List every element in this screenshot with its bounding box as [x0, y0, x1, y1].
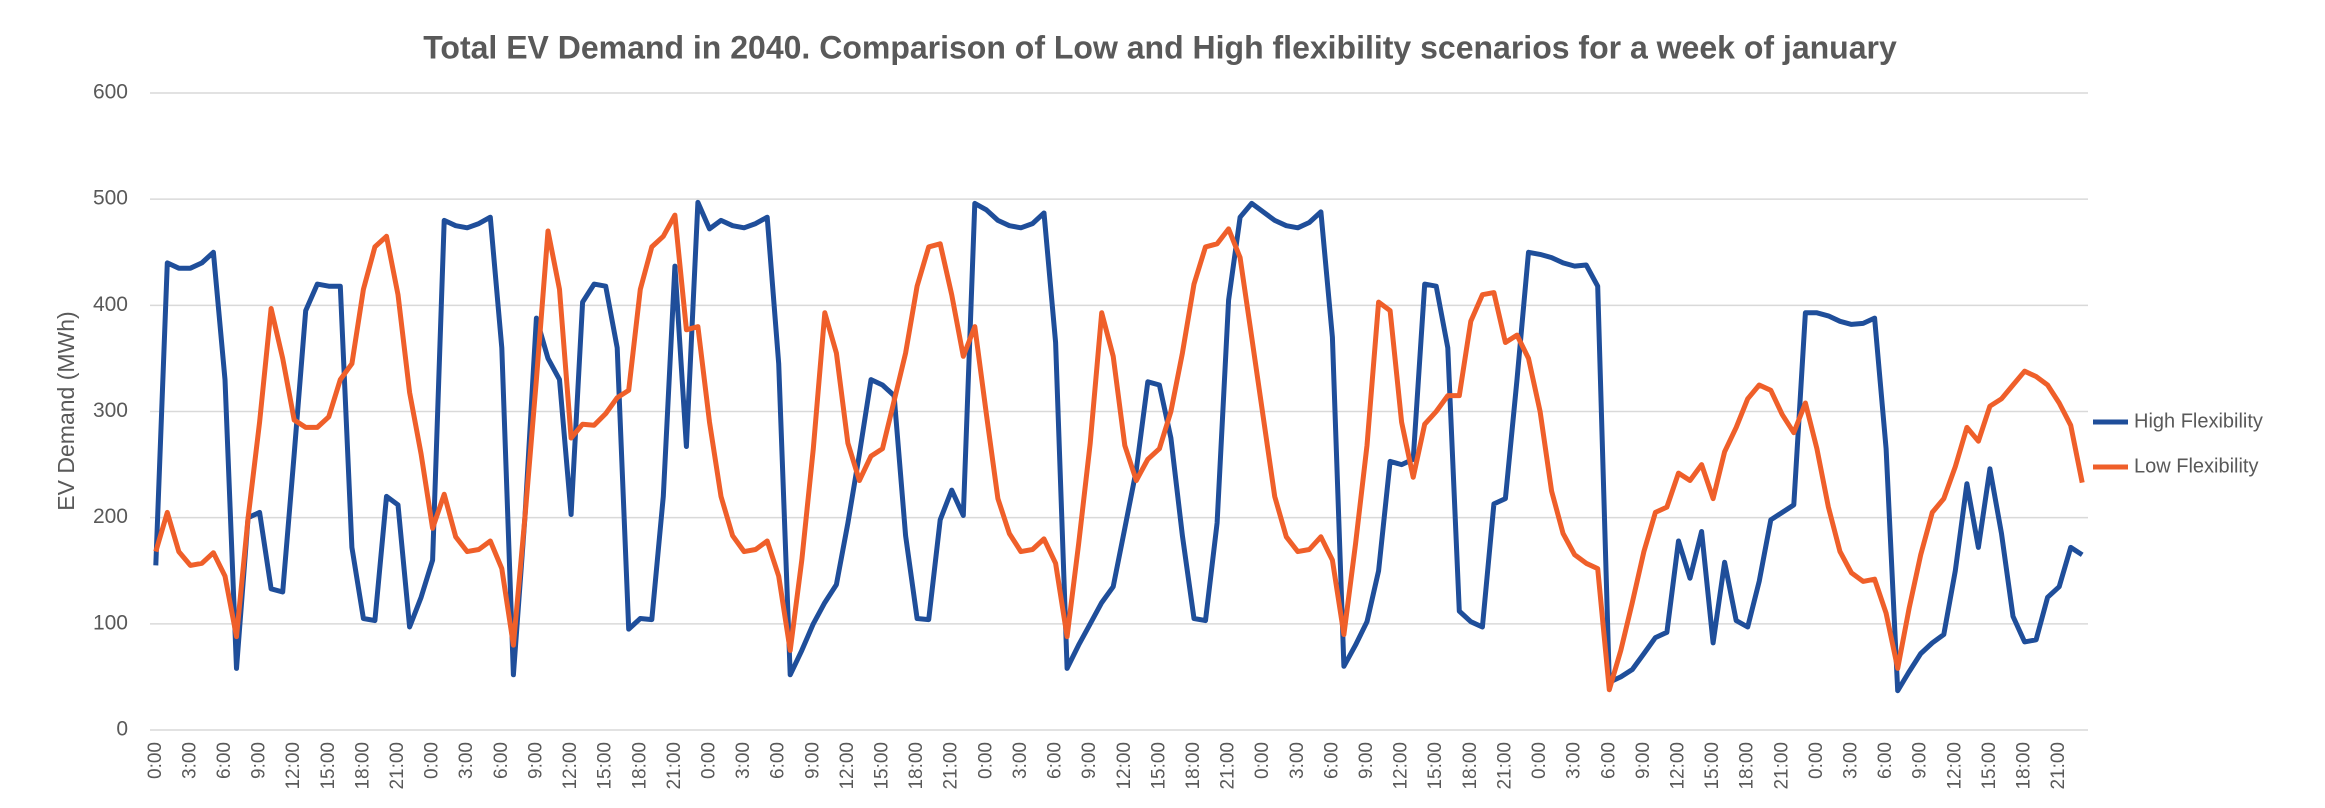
x-tick-label: 9:00 — [1079, 742, 1100, 779]
x-tick-label: 9:00 — [1910, 742, 1931, 779]
x-tick-label: 6:00 — [1321, 742, 1342, 779]
x-tick-label: 21:00 — [941, 742, 962, 790]
x-tick-label: 3:00 — [1841, 742, 1862, 779]
x-tick-label: 3:00 — [733, 742, 754, 779]
x-tick-label: 21:00 — [1494, 742, 1515, 790]
y-tick-label: 200 — [93, 505, 128, 528]
x-tick-label: 21:00 — [387, 742, 408, 790]
x-tick-label: 18:00 — [906, 742, 927, 790]
x-tick-label: 3:00 — [179, 742, 200, 779]
x-tick-label: 0:00 — [975, 742, 996, 779]
x-tick-label: 12:00 — [560, 742, 581, 790]
y-tick-label: 500 — [93, 187, 128, 210]
x-tick-label: 12:00 — [1944, 742, 1965, 790]
x-tick-label: 6:00 — [1598, 742, 1619, 779]
x-tick-label: 18:00 — [1737, 742, 1758, 790]
series-line — [153, 199, 2084, 694]
x-tick-label: 0:00 — [145, 742, 166, 779]
x-tick-label: 3:00 — [1010, 742, 1031, 779]
chart-title: Total EV Demand in 2040. Comparison of L… — [423, 29, 1897, 65]
x-tick-label: 9:00 — [802, 742, 823, 779]
x-tick-label: 15:00 — [1702, 742, 1723, 790]
x-tick-label: 21:00 — [2048, 742, 2069, 790]
x-tick-label: 15:00 — [1979, 742, 2000, 790]
x-tick-label: 12:00 — [1667, 742, 1688, 790]
x-tick-label: 18:00 — [1183, 742, 1204, 790]
legend-label: Low Flexibility — [2134, 455, 2258, 477]
x-tick-label: 0:00 — [422, 742, 443, 779]
x-tick-label: 12:00 — [1391, 742, 1412, 790]
x-tick-label: 9:00 — [249, 742, 270, 779]
y-tick-label: 300 — [93, 399, 128, 422]
x-tick-label: 0:00 — [1252, 742, 1273, 779]
x-tick-label: 12:00 — [1114, 742, 1135, 790]
x-tick-label: 21:00 — [1771, 742, 1792, 790]
x-tick-label: 12:00 — [837, 742, 858, 790]
x-tick-label: 9:00 — [525, 742, 546, 779]
y-tick-label: 0 — [116, 718, 128, 741]
x-tick-label: 12:00 — [283, 742, 304, 790]
x-tick-label: 6:00 — [1875, 742, 1896, 779]
x-tick-label: 15:00 — [1148, 742, 1169, 790]
x-tick-label: 21:00 — [1218, 742, 1239, 790]
x-tick-label: 3:00 — [1287, 742, 1308, 779]
x-tick-label: 0:00 — [1806, 742, 1827, 779]
series-line — [153, 212, 2085, 693]
x-tick-label: 6:00 — [214, 742, 235, 779]
y-axis-label: EV Demand (MWh) — [53, 311, 79, 510]
x-tick-label: 9:00 — [1633, 742, 1654, 779]
x-tick-label: 18:00 — [2014, 742, 2035, 790]
x-tick-label: 6:00 — [1045, 742, 1066, 779]
x-tick-label: 15:00 — [595, 742, 616, 790]
x-tick-label: 15:00 — [318, 742, 339, 790]
x-tick-label: 0:00 — [698, 742, 719, 779]
x-tick-label: 9:00 — [1356, 742, 1377, 779]
y-tick-label: 100 — [93, 611, 128, 634]
x-tick-label: 18:00 — [352, 742, 373, 790]
y-tick-label: 400 — [93, 293, 128, 316]
x-tick-label: 18:00 — [1460, 742, 1481, 790]
x-tick-label: 18:00 — [629, 742, 650, 790]
x-tick-label: 6:00 — [491, 742, 512, 779]
x-tick-label: 15:00 — [872, 742, 893, 790]
x-tick-label: 3:00 — [456, 742, 477, 779]
x-tick-label: 6:00 — [768, 742, 789, 779]
x-tick-label: 0:00 — [1529, 742, 1550, 779]
x-tick-label: 3:00 — [1564, 742, 1585, 779]
y-tick-label: 600 — [93, 81, 128, 104]
x-tick-label: 15:00 — [1425, 742, 1446, 790]
x-tick-label: 21:00 — [664, 742, 685, 790]
legend-label: High Flexibility — [2134, 410, 2263, 432]
